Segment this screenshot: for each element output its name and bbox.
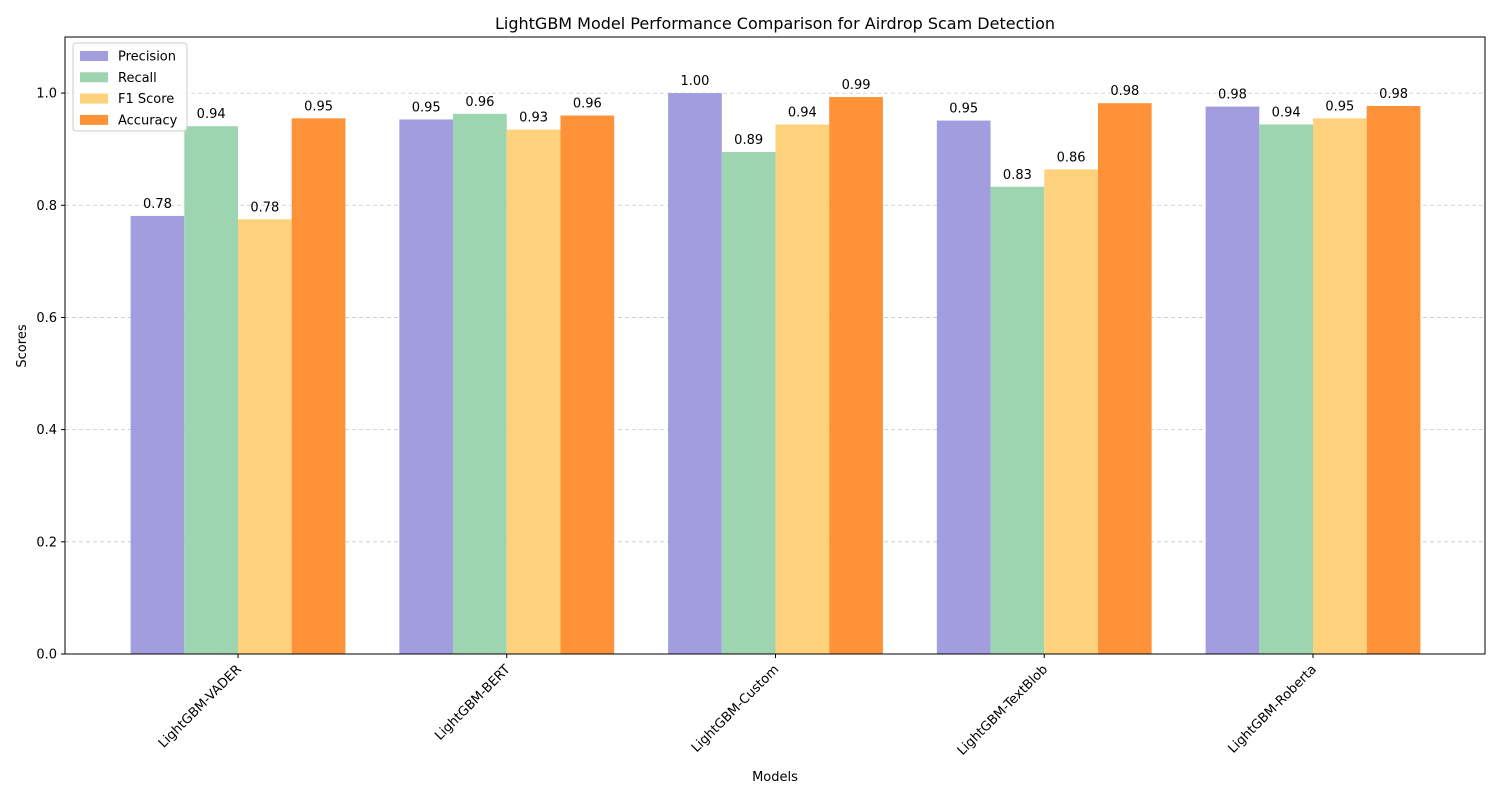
bar-value-label: 0.98 — [1110, 84, 1139, 99]
bar-value-label: 0.94 — [197, 107, 226, 122]
bar-f1-score — [238, 219, 292, 654]
x-tick-label: LightGBM-VADER — [156, 662, 245, 751]
bar-accuracy — [1366, 105, 1421, 654]
bar-recall — [721, 151, 776, 654]
bar-value-label: 0.95 — [949, 102, 978, 117]
legend-box — [72, 42, 188, 132]
legend-swatch — [80, 93, 108, 104]
x-tick-label: LightGBM-TextBlob — [955, 662, 1051, 758]
bar-precision — [936, 120, 991, 655]
legend-swatch — [80, 72, 108, 83]
y-tick-label: 0.8 — [36, 199, 57, 214]
legend-label: Precision — [118, 50, 176, 65]
bar-value-label: 0.96 — [465, 95, 494, 110]
bar-value-label: 0.95 — [304, 99, 333, 114]
bar-value-label: 0.89 — [734, 133, 763, 148]
bar-value-label: 0.83 — [1003, 168, 1032, 183]
bar-value-label: 0.96 — [573, 97, 602, 112]
x-tick-label: LightGBM-Roberta — [1225, 662, 1319, 756]
bar-value-label: 0.94 — [1272, 106, 1301, 121]
bar-value-label: 0.95 — [412, 100, 441, 115]
bar-recall — [1259, 124, 1313, 654]
bar-value-label: 0.93 — [519, 111, 548, 126]
legend: Precision Recall F1 Score Accuracy — [72, 42, 188, 132]
x-axis: LightGBM-VADER LightGBM-BERT LightGBM-Cust… — [156, 654, 1320, 759]
chart-title: LightGBM Model Performance Comparison fo… — [495, 14, 1055, 33]
bar-value-label: 0.78 — [143, 197, 172, 212]
bar-precision — [1205, 106, 1260, 654]
x-tick-label: LightGBM-Custom — [689, 662, 782, 755]
bar-value-label: 0.99 — [842, 78, 871, 93]
bar-value-label: 0.94 — [788, 106, 817, 121]
bar-value-label: 0.95 — [1325, 99, 1354, 114]
y-tick-label: 0.2 — [36, 535, 57, 550]
bar-recall — [184, 126, 238, 654]
legend-swatch — [80, 114, 108, 125]
legend-label: F1 Score — [118, 92, 174, 107]
bar-precision — [399, 119, 454, 655]
bar-accuracy — [291, 118, 346, 655]
bar-value-label: 1.00 — [680, 74, 709, 89]
y-tick-label: 1.0 — [36, 87, 57, 102]
bar-accuracy — [1097, 103, 1152, 655]
bar-f1-score — [1044, 169, 1098, 654]
bar-value-label: 0.78 — [250, 200, 279, 215]
bar-f1-score — [1313, 118, 1367, 655]
y-tick-label: 0.4 — [36, 423, 57, 438]
bar-recall — [990, 186, 1045, 654]
bar-value-label: 0.98 — [1218, 88, 1247, 103]
bar-recall — [453, 113, 507, 654]
bar-f1-score — [506, 129, 561, 655]
x-axis-label: Models — [752, 770, 798, 785]
legend-swatch — [80, 51, 108, 61]
y-axis: 0.0 0.2 0.4 0.6 0.8 1.0 — [36, 87, 65, 663]
bar-f1-score — [775, 124, 830, 654]
bar-accuracy — [829, 97, 883, 654]
bar-precision — [668, 93, 722, 654]
bar-value-label: 0.86 — [1057, 150, 1086, 165]
legend-label: Accuracy — [118, 113, 178, 128]
bar-accuracy — [560, 115, 615, 654]
y-tick-label: 0.6 — [36, 311, 57, 326]
y-axis-label: Scores — [15, 324, 30, 367]
bar-value-labels: 0.78 0.94 0.78 0.95 0.95 0.96 0.93 0.96 1.00 0.89… — [143, 74, 1408, 215]
legend-label: Recall — [118, 71, 157, 86]
bar-precision — [130, 215, 185, 654]
bar-value-label: 0.98 — [1379, 87, 1408, 102]
bars — [130, 93, 1421, 655]
y-tick-label: 0.0 — [36, 648, 57, 663]
x-tick-label: LightGBM-BERT — [432, 662, 513, 743]
